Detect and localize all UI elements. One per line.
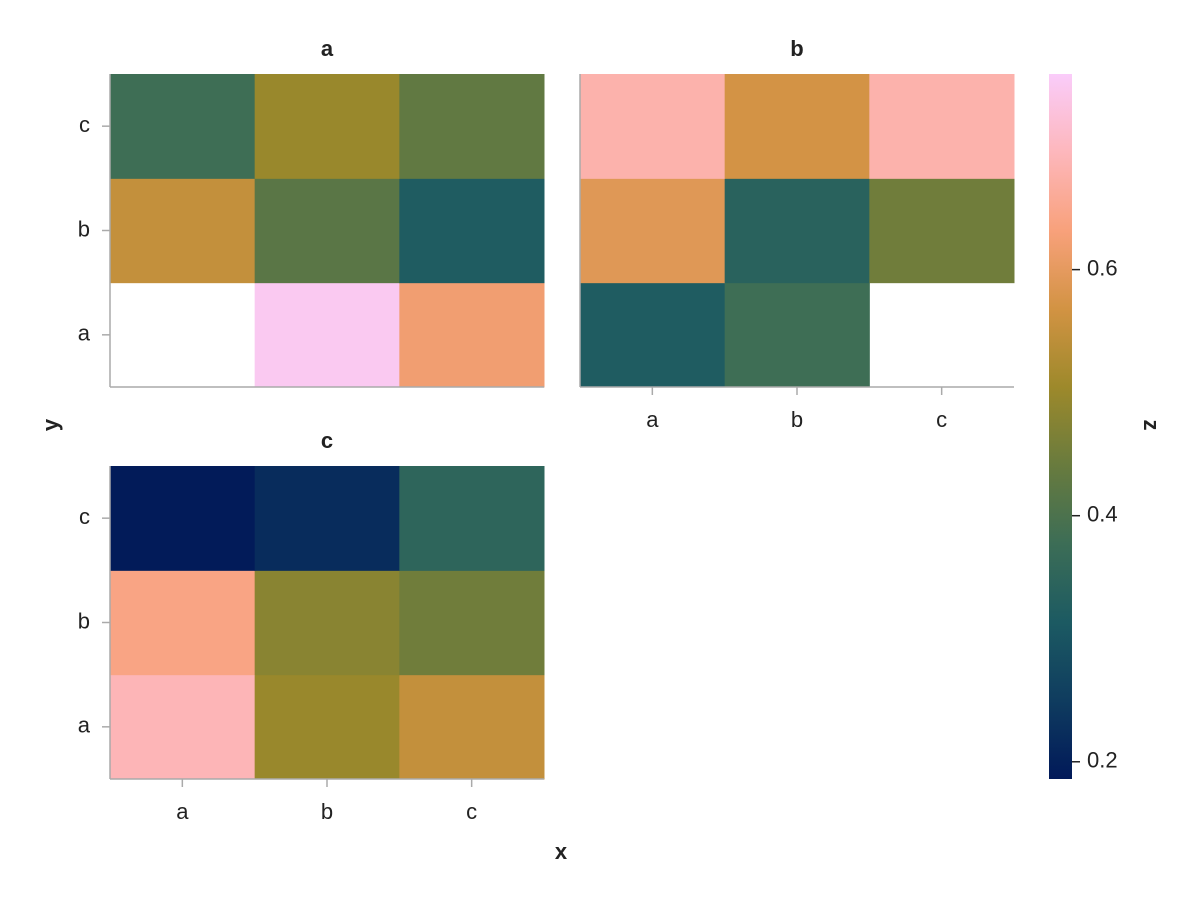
heatmap-cell (254, 282, 400, 388)
heatmap-cell (110, 570, 256, 676)
heatmap-cell (724, 74, 870, 179)
colorbar-tick-label: 0.4 (1087, 502, 1118, 527)
heatmap-cell (110, 178, 256, 284)
heatmap-cell (580, 178, 726, 284)
heatmap-cell (399, 282, 545, 388)
heatmap-cell (254, 570, 400, 676)
x-tick-label: a (646, 407, 659, 432)
x-tick-label: c (466, 799, 477, 824)
heatmap-cell (869, 74, 1015, 179)
y-tick-label: b (78, 608, 90, 633)
y-tick-label: b (78, 216, 90, 241)
x-tick-label: a (176, 799, 189, 824)
heatmap-cell (399, 466, 545, 571)
heatmap-cell (110, 674, 256, 780)
heatmap-cell (580, 282, 726, 388)
heatmap-cell (399, 74, 545, 179)
heatmap-cell (580, 74, 726, 179)
facet-title: c (321, 428, 333, 453)
x-tick-label: b (321, 799, 333, 824)
heatmap-cell (254, 466, 400, 571)
heatmap-cell (110, 466, 256, 571)
y-tick-label: c (79, 504, 90, 529)
heatmap-cell (399, 178, 545, 284)
heatmap-cell (399, 674, 545, 780)
heatmap-cell (869, 178, 1015, 284)
heatmap-cell (724, 178, 870, 284)
facet-title: a (321, 36, 334, 61)
x-tick-label: c (936, 407, 947, 432)
colorbar-tick-label: 0.6 (1087, 255, 1118, 280)
colorbar-tick-label: 0.2 (1087, 748, 1118, 773)
y-axis-label: y (38, 418, 63, 431)
x-tick-label: b (791, 407, 803, 432)
colorbar-label: z (1139, 420, 1164, 431)
y-tick-label: a (78, 713, 91, 738)
heatmap-cell (110, 74, 256, 179)
facet-title: b (790, 36, 803, 61)
heatmap-cell (724, 282, 870, 388)
heatmap-cell (399, 570, 545, 676)
colorbar (1049, 74, 1072, 779)
heatmap-cell (254, 74, 400, 179)
x-axis-label: x (555, 839, 568, 864)
y-tick-label: a (78, 321, 91, 346)
heatmap-cell (254, 674, 400, 780)
y-tick-label: c (79, 112, 90, 137)
heatmap-cell (254, 178, 400, 284)
